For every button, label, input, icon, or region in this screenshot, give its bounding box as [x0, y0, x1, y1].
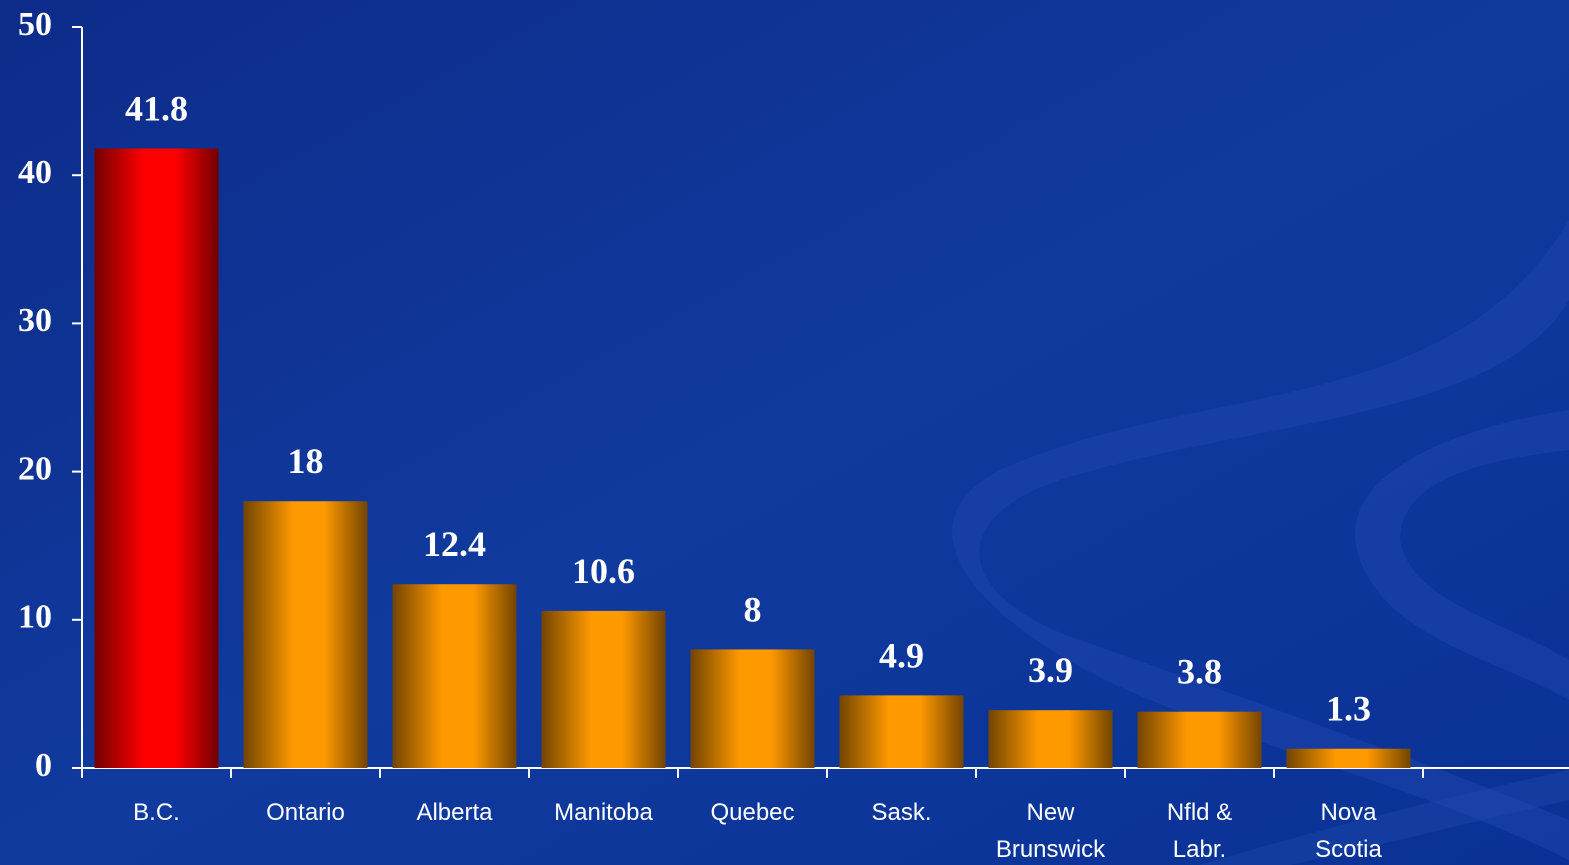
decor-swoosh [952, 220, 1569, 860]
bar [690, 649, 815, 768]
bar [243, 501, 368, 768]
y-tick-label: 50 [18, 6, 52, 43]
x-tick-label: Sask. [871, 799, 931, 826]
value-label: 18 [288, 441, 324, 481]
bar [988, 710, 1113, 768]
bar [1137, 711, 1262, 768]
bar [839, 695, 964, 768]
y-tick-label: 40 [18, 154, 52, 191]
bar [94, 148, 219, 769]
decor-swoosh [1355, 410, 1569, 700]
value-label: 8 [744, 589, 762, 629]
bar [541, 610, 666, 768]
value-label: 4.9 [879, 635, 924, 675]
y-tick-label: 0 [35, 747, 52, 784]
y-tick-label: 10 [18, 599, 52, 636]
x-tick-label: Nfld & Labr. [1167, 799, 1232, 863]
bar [392, 584, 517, 768]
value-label: 3.9 [1028, 650, 1073, 690]
y-tick-label: 20 [18, 450, 52, 487]
value-label: 3.8 [1177, 652, 1222, 692]
bar [1286, 748, 1411, 768]
x-tick-label: Quebec [710, 799, 794, 826]
y-tick-label: 30 [18, 302, 52, 339]
x-tick-label: Nova Scotia [1315, 799, 1382, 863]
x-tick-label: Ontario [266, 799, 345, 826]
value-label: 41.8 [125, 89, 188, 129]
value-label: 1.3 [1326, 689, 1371, 729]
x-tick-label: B.C. [133, 799, 180, 826]
x-tick-label: New Brunswick [996, 799, 1106, 863]
x-tick-label: Manitoba [554, 799, 653, 826]
decor-swoosh [1200, 770, 1569, 865]
value-label: 10.6 [572, 551, 635, 591]
x-tick-label: Alberta [416, 799, 493, 826]
value-label: 12.4 [423, 524, 486, 564]
